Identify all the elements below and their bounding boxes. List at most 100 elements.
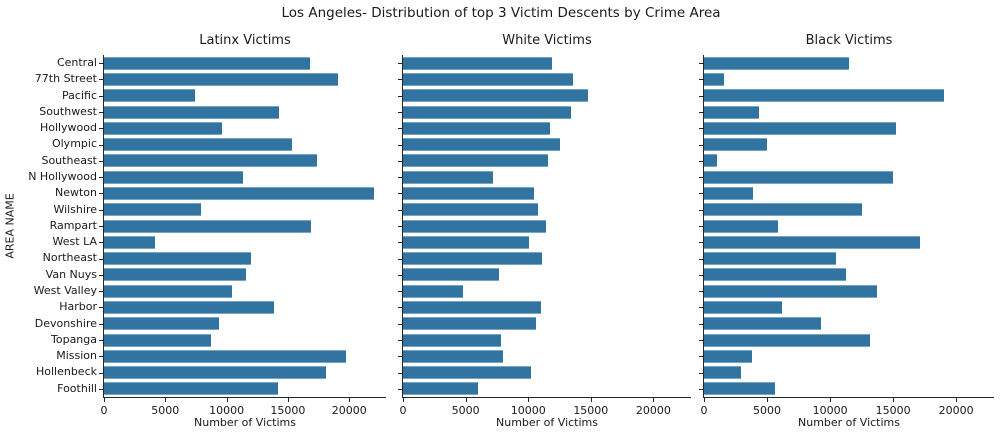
x-tick-label: 10000 bbox=[510, 404, 546, 417]
subplot-black-plot-area: 0 5000 10000 15000 20000 bbox=[699, 55, 994, 417]
bar bbox=[403, 105, 571, 119]
bar bbox=[104, 170, 243, 184]
x-tick-label: 10000 bbox=[812, 404, 848, 417]
x-tick-mark bbox=[226, 398, 228, 402]
y-tick-mark bbox=[699, 128, 703, 130]
x-tick-label: 0 bbox=[100, 404, 108, 417]
y-tick-label: Hollywood bbox=[39, 121, 97, 135]
y-tick-mark bbox=[398, 79, 402, 81]
y-tick-mark bbox=[699, 340, 703, 341]
y-tick-label: Topanga bbox=[51, 332, 97, 346]
bar bbox=[104, 56, 310, 70]
x-tick-mark bbox=[403, 398, 404, 402]
y-tick-mark bbox=[699, 242, 703, 244]
y-tick-mark bbox=[699, 356, 703, 358]
bar bbox=[704, 121, 896, 135]
bar bbox=[403, 219, 546, 233]
y-tick-mark bbox=[99, 323, 103, 325]
bar bbox=[704, 333, 871, 347]
y-tick-mark bbox=[699, 209, 703, 211]
y-tick-label: Hollenbeck bbox=[35, 365, 97, 379]
y-tick-mark bbox=[99, 79, 103, 81]
x-tick-mark bbox=[287, 398, 289, 402]
subplot-white-plot-area: 0 5000 10000 15000 20000 bbox=[398, 55, 691, 417]
y-tick-mark bbox=[398, 160, 402, 162]
bar bbox=[704, 170, 894, 184]
bar bbox=[104, 382, 279, 396]
bar bbox=[704, 366, 741, 380]
bar bbox=[704, 235, 920, 249]
y-tick-mark bbox=[398, 388, 402, 390]
y-tick-label: Northeast bbox=[42, 251, 97, 265]
y-tick-mark bbox=[99, 372, 103, 374]
bar bbox=[104, 333, 211, 347]
bar bbox=[104, 89, 195, 103]
y-tick-label: Wilshire bbox=[53, 202, 97, 216]
y-tick-mark bbox=[699, 79, 703, 81]
y-tick-label: Foothill bbox=[57, 381, 97, 395]
x-tick-mark bbox=[590, 398, 592, 402]
x-tick-mark bbox=[465, 398, 467, 402]
y-tick-mark bbox=[699, 112, 703, 113]
bar bbox=[704, 138, 768, 152]
y-tick-mark bbox=[398, 372, 402, 374]
x-tick-mark bbox=[528, 398, 530, 402]
x-tick-label: 15000 bbox=[270, 404, 306, 417]
figure-title: Los Angeles- Distribution of top 3 Victi… bbox=[281, 5, 721, 21]
bar bbox=[403, 186, 535, 200]
y-tick-mark bbox=[699, 177, 703, 179]
bar bbox=[403, 317, 536, 331]
bar bbox=[704, 105, 760, 119]
x-tick-label: 5000 bbox=[753, 404, 782, 417]
x-axis-label: Number of Victims bbox=[194, 416, 296, 429]
y-tick-mark bbox=[99, 63, 103, 65]
bar bbox=[104, 284, 232, 298]
bar bbox=[104, 72, 339, 86]
x-axis-label: Number of Victims bbox=[798, 416, 900, 429]
bar bbox=[403, 170, 494, 184]
y-tick-label: Southeast bbox=[41, 153, 97, 167]
y-tick-label: Devonshire bbox=[34, 316, 97, 330]
bar bbox=[104, 366, 326, 380]
x-tick-label: 20000 bbox=[938, 404, 974, 417]
y-tick-mark bbox=[398, 242, 402, 244]
bar bbox=[704, 268, 847, 282]
y-tick-mark bbox=[699, 258, 703, 260]
bar bbox=[104, 317, 220, 331]
x-tick-mark bbox=[956, 398, 958, 402]
y-tick-label: Rampart bbox=[49, 218, 97, 232]
bar bbox=[704, 219, 779, 233]
y-tick-mark bbox=[398, 209, 402, 211]
y-tick-mark bbox=[699, 291, 703, 293]
bar bbox=[403, 56, 552, 70]
bar bbox=[104, 268, 247, 282]
y-tick-mark bbox=[699, 323, 703, 325]
bar bbox=[704, 203, 862, 217]
x-tick-label: 0 bbox=[700, 404, 708, 417]
y-tick-mark bbox=[699, 372, 703, 374]
bar bbox=[403, 382, 479, 396]
bar bbox=[704, 154, 717, 168]
y-tick-mark bbox=[99, 291, 103, 293]
y-tick-mark bbox=[99, 209, 103, 211]
y-tick-mark bbox=[398, 144, 402, 146]
bar bbox=[104, 235, 156, 249]
x-tick-mark bbox=[767, 398, 769, 402]
bar bbox=[104, 349, 346, 363]
bar bbox=[104, 105, 280, 119]
x-tick-label: 20000 bbox=[331, 404, 367, 417]
bar bbox=[704, 252, 837, 266]
y-tick-label: Harbor bbox=[59, 300, 97, 314]
bar bbox=[704, 56, 849, 70]
y-tick-mark bbox=[699, 388, 703, 390]
y-tick-mark bbox=[398, 63, 402, 65]
bar bbox=[704, 89, 944, 103]
x-tick-mark bbox=[349, 398, 351, 402]
y-tick-mark bbox=[699, 63, 703, 65]
bar bbox=[403, 89, 589, 103]
x-tick-mark bbox=[104, 398, 105, 402]
x-tick-label: 0 bbox=[399, 404, 407, 417]
x-tick-mark bbox=[165, 398, 167, 402]
y-tick-mark bbox=[398, 128, 402, 130]
